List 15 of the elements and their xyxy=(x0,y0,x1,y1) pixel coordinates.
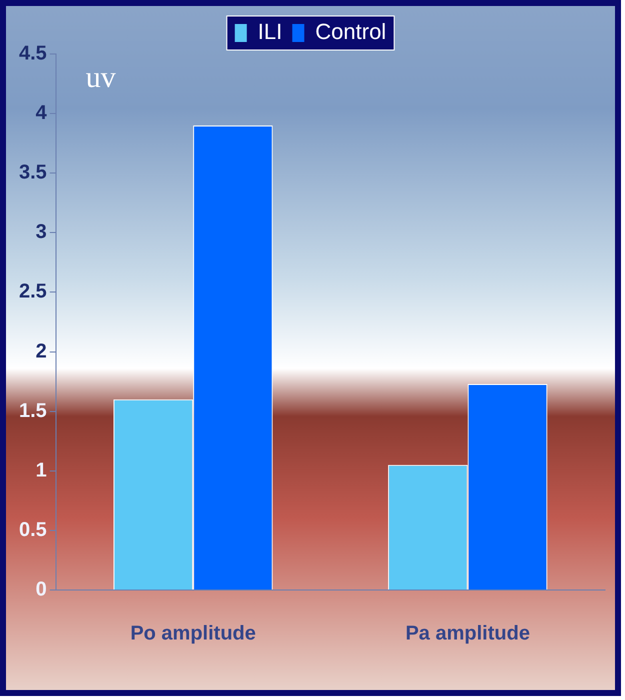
y-tick-label: 1.5 xyxy=(18,400,47,422)
y-tick-label: 4.5 xyxy=(18,42,47,65)
y-tick-label: 3 xyxy=(36,221,47,244)
y-tick-label: 2.5 xyxy=(18,280,47,303)
y-tick-label: 2 xyxy=(36,340,47,362)
legend-label: ILI xyxy=(258,19,282,44)
y-tick-label: 3.5 xyxy=(18,162,47,184)
y-tick-label: 0 xyxy=(36,578,47,601)
y-tick-label: 0.5 xyxy=(18,518,47,541)
legend-label: Control xyxy=(315,19,386,44)
y-tick-label: 4 xyxy=(36,102,48,124)
y-axis-title: uv xyxy=(86,60,116,94)
x-tick-label: Po amplitude xyxy=(130,622,256,645)
x-tick-label: Pa amplitude xyxy=(405,622,530,645)
y-tick-label: 1 xyxy=(36,459,47,482)
